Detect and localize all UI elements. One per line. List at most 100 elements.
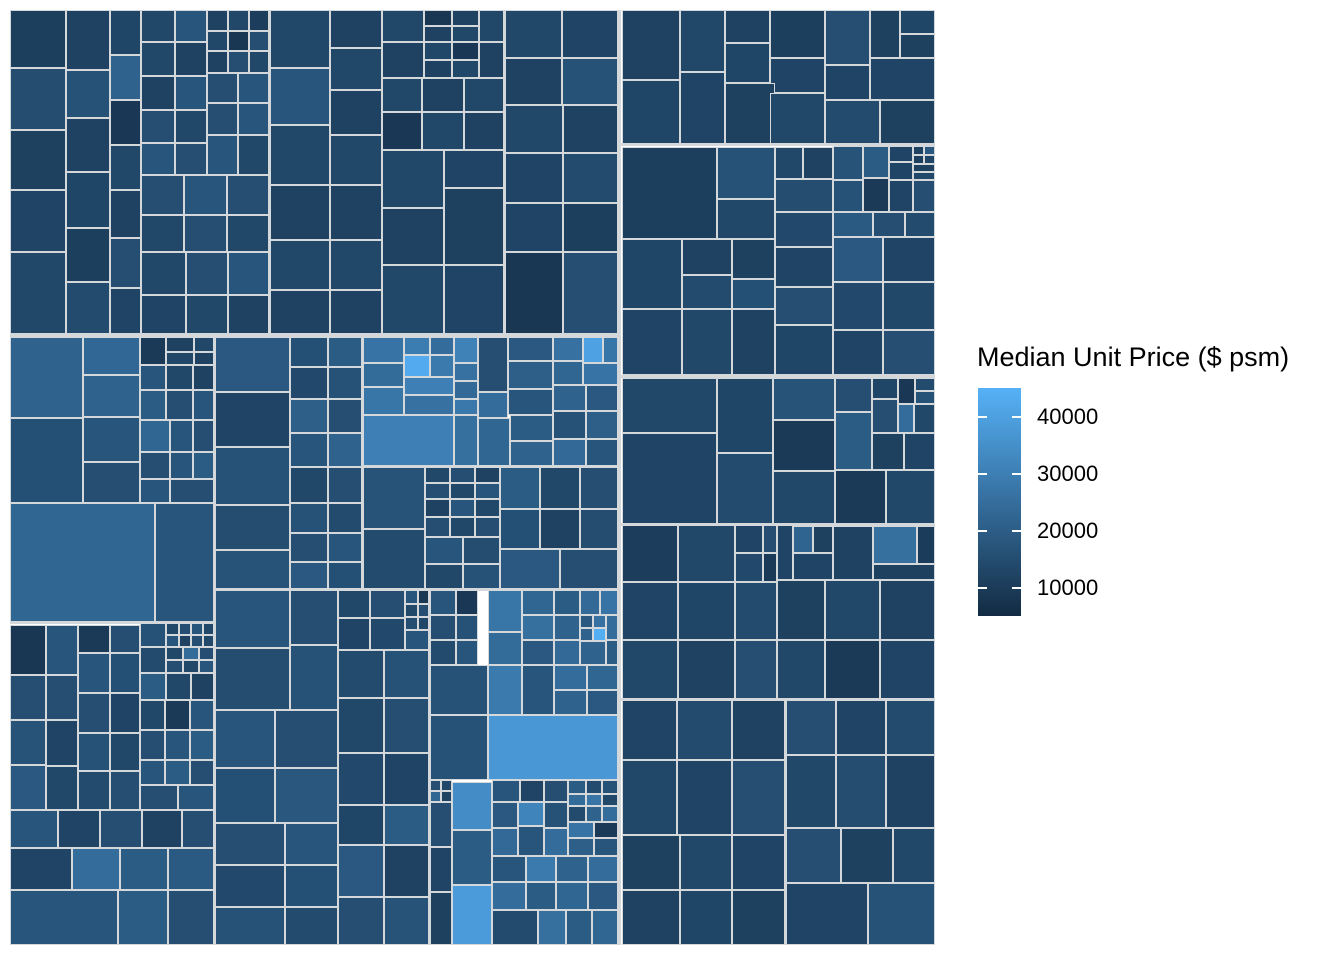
treemap-tile [363, 415, 454, 467]
treemap-tile [500, 549, 560, 590]
treemap-tile [889, 146, 913, 162]
treemap-tile [479, 42, 505, 78]
treemap-tile [475, 467, 500, 483]
treemap-tile [238, 135, 270, 175]
treemap-tile [179, 635, 191, 647]
treemap-tile [913, 164, 935, 172]
treemap-tile [586, 780, 602, 794]
treemap-tile [83, 462, 140, 503]
legend-tick-mark [1012, 586, 1021, 589]
treemap-tile [452, 26, 479, 42]
treemap-tile [732, 890, 786, 945]
treemap-tile [825, 640, 880, 700]
treemap-tile [190, 760, 215, 785]
treemap-tile [430, 615, 456, 640]
treemap-tile [735, 553, 763, 582]
treemap-tile [717, 199, 775, 239]
treemap-tile [793, 553, 833, 580]
treemap-tile [338, 698, 384, 753]
treemap-tile [554, 665, 587, 690]
treemap-tile [338, 845, 384, 897]
treemap-tile [510, 415, 553, 441]
treemap-tile [215, 768, 275, 823]
treemap-tile [518, 802, 544, 826]
treemap-tile [363, 363, 404, 387]
treemap-tile [553, 411, 586, 439]
treemap-tile [140, 647, 166, 673]
treemap-tile [290, 590, 338, 645]
treemap-tile [328, 467, 363, 503]
treemap-tile [593, 628, 606, 641]
treemap-tile [430, 715, 488, 780]
treemap-tile [770, 93, 825, 145]
treemap-tile [880, 640, 935, 700]
treemap-tile [452, 10, 479, 26]
treemap-tile [732, 279, 775, 309]
treemap-tile [328, 337, 363, 367]
treemap-tile [184, 175, 227, 215]
treemap-tile [238, 73, 270, 103]
treemap-tile [441, 791, 452, 802]
treemap-tile [338, 897, 384, 945]
treemap-tile [290, 533, 328, 562]
treemap-tile [813, 526, 833, 553]
treemap-tile [833, 146, 863, 180]
treemap-tile [622, 525, 678, 582]
treemap-tile [10, 68, 66, 130]
treemap-tile [560, 549, 620, 590]
treemap-tile [508, 361, 553, 389]
treemap-tile [870, 10, 900, 58]
treemap-group-border [428, 590, 431, 945]
treemap-tile [886, 470, 935, 525]
treemap-tile [184, 215, 227, 252]
treemap-tile [464, 78, 505, 112]
treemap-tile [430, 355, 454, 377]
treemap-tile [538, 910, 566, 945]
treemap-tile [900, 10, 935, 34]
treemap-tile [270, 68, 330, 125]
treemap-tile [166, 337, 194, 352]
treemap-tile [544, 828, 568, 856]
treemap-tile [677, 700, 732, 760]
treemap-tile [270, 10, 330, 68]
treemap-tile [588, 856, 620, 882]
treemap-tile [562, 58, 620, 105]
treemap-tile [863, 146, 889, 178]
treemap-tile [835, 470, 886, 525]
treemap-tile [83, 417, 140, 462]
treemap-tile [270, 240, 330, 290]
treemap-tile [215, 907, 285, 945]
treemap-tile [478, 418, 510, 467]
treemap-tile [622, 640, 678, 700]
treemap-tile [330, 240, 382, 290]
treemap-tile [384, 805, 430, 845]
treemap-tile [770, 10, 825, 58]
treemap-tile [825, 100, 880, 145]
legend-title: Median Unit Price ($ psm) [977, 342, 1290, 372]
treemap-tile [580, 467, 620, 509]
treemap-tile [249, 31, 270, 51]
treemap-tile [777, 580, 825, 640]
treemap-tile [444, 150, 505, 188]
treemap-tile [370, 618, 405, 650]
treemap-tile [228, 31, 249, 51]
treemap-tile [110, 100, 141, 145]
treemap-tile [285, 907, 338, 945]
treemap-tile [275, 768, 338, 823]
treemap-tile [140, 420, 170, 452]
treemap-group-border [213, 588, 620, 591]
treemap-tile [338, 805, 384, 845]
treemap-tile [191, 635, 203, 647]
treemap-tile [330, 48, 382, 90]
treemap-tile [328, 367, 363, 399]
treemap-tile [773, 471, 835, 525]
treemap-tile [290, 503, 328, 533]
treemap-tile [384, 845, 430, 897]
treemap-tile [775, 179, 833, 212]
treemap-tile [120, 848, 168, 890]
treemap-tile [452, 42, 479, 60]
treemap-tile [735, 525, 763, 553]
treemap-tile [170, 420, 193, 452]
treemap-tile [505, 153, 563, 203]
treemap-group-border [617, 10, 621, 945]
